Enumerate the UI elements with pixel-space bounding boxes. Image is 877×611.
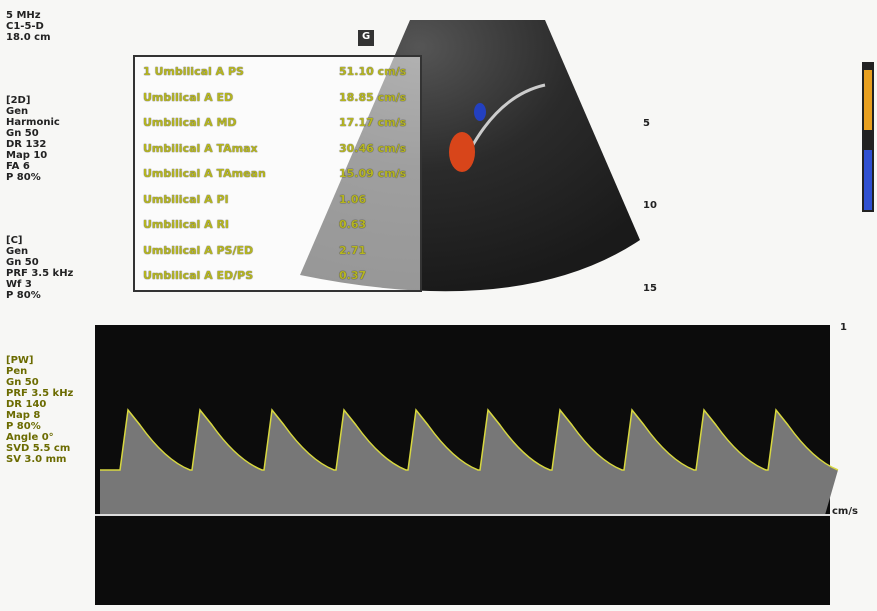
color-bar-blue	[864, 150, 872, 210]
settings-line: P 80%	[6, 290, 73, 301]
probe-line: 5 MHz	[6, 10, 51, 21]
probe-line: C1-5-D	[6, 21, 51, 32]
settings-line: FA 6	[6, 161, 60, 172]
settings-line: Gen	[6, 106, 60, 117]
doppler-unit: cm/s	[832, 506, 858, 517]
measurement-value: 2.71	[339, 244, 366, 257]
measurement-name: Umbilical A PI	[143, 193, 229, 206]
settings-line: DR 132	[6, 139, 60, 150]
marker: G	[362, 31, 370, 42]
settings-line: SV 3.0 mm	[6, 454, 73, 465]
measurement-value: 18.85 cm/s	[339, 91, 406, 104]
measurement-value: 0.37	[339, 269, 366, 282]
measurement-value: 0.63	[339, 218, 366, 231]
settings-line: Gn 50	[6, 128, 60, 139]
settings-line: P 80%	[6, 172, 60, 183]
doppler-scale-top: 1	[840, 322, 847, 333]
measurement-name: Umbilical A RI	[143, 218, 229, 231]
settings-title: [2D]	[6, 95, 60, 106]
measurement-value: 30.46 cm/s	[339, 142, 406, 155]
depth-tick-label: 15	[643, 283, 657, 294]
measurement-name: Umbilical A TAmax	[143, 142, 258, 155]
settings-line: P 80%	[6, 421, 73, 432]
color-bar-red	[864, 70, 872, 130]
settings-line: Pen	[6, 366, 73, 377]
measurement-value: 51.10 cm/s	[339, 65, 406, 78]
measurement-name: Umbilical A PS/ED	[143, 244, 253, 257]
settings-line: Gen	[6, 246, 73, 257]
measurement-name: 1 Umbilical A PS	[143, 65, 244, 78]
depth-tick-label: 5	[643, 118, 650, 129]
settings-line: Angle 0°	[6, 432, 73, 443]
measurement-value: 1.06	[339, 193, 366, 206]
measurement-value: 15.09 cm/s	[339, 167, 406, 180]
image-layer	[0, 0, 877, 611]
settings-line: PRF 3.5 kHz	[6, 268, 73, 279]
ultrasound-screen: G 5 MHzC1-5-D18.0 cm 1 Umbilical A PS51.…	[0, 0, 877, 611]
probe-line: 18.0 cm	[6, 32, 51, 43]
settings-title: [C]	[6, 235, 73, 246]
settings-line: Gn 50	[6, 257, 73, 268]
measurement-name: Umbilical A TAmean	[143, 167, 266, 180]
measurement-name: Umbilical A MD	[143, 116, 237, 129]
color-flow	[474, 103, 486, 121]
settings-line: Wf 3	[6, 279, 73, 290]
settings-line: SVD 5.5 cm	[6, 443, 73, 454]
color-flow	[449, 132, 475, 172]
measurement-value: 17.17 cm/s	[339, 116, 406, 129]
settings-line: Harmonic	[6, 117, 60, 128]
settings-line: DR 140	[6, 399, 73, 410]
settings-line: PRF 3.5 kHz	[6, 388, 73, 399]
settings-title: [PW]	[6, 355, 73, 366]
depth-tick-label: 10	[643, 200, 657, 211]
settings-line: Map 10	[6, 150, 60, 161]
settings-line: Map 8	[6, 410, 73, 421]
settings-line: Gn 50	[6, 377, 73, 388]
measurement-name: Umbilical A ED	[143, 91, 233, 104]
measurement-name: Umbilical A ED/PS	[143, 269, 253, 282]
